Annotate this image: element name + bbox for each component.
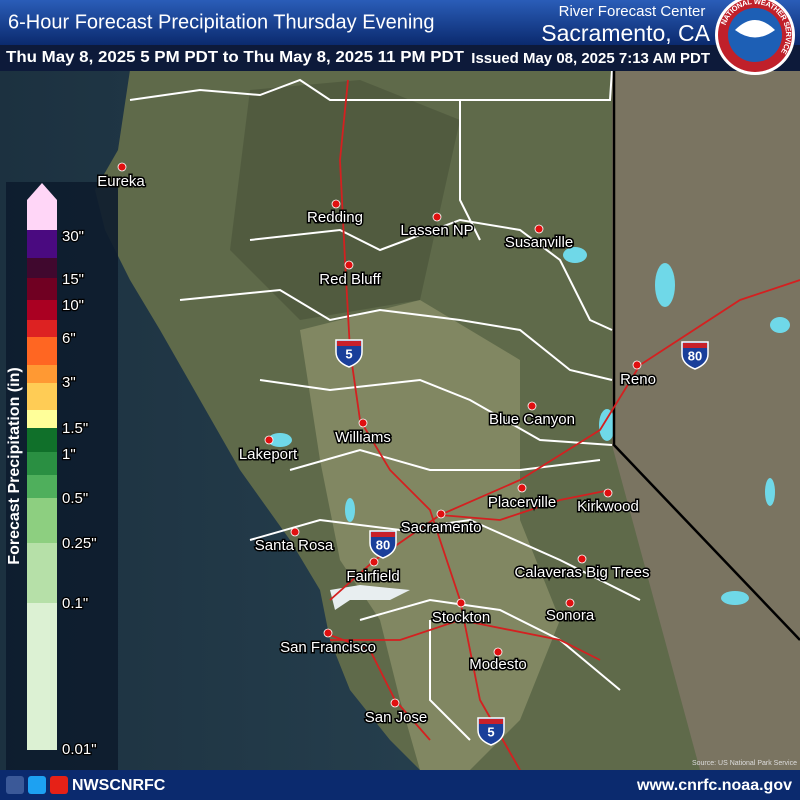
legend-label: 1.5"	[62, 420, 88, 437]
city-dot	[290, 527, 300, 537]
city-dot	[577, 554, 587, 564]
legend-band	[27, 410, 57, 428]
legend: Forecast Precipitation (in) 0.01" 0.1" 0.2…	[6, 182, 118, 770]
city-label: Kirkwood	[577, 498, 639, 515]
interstate-number: 5	[487, 724, 494, 739]
city-label: Sonora	[546, 607, 595, 624]
legend-label: 6"	[62, 330, 76, 347]
city-label: Redding	[307, 209, 363, 226]
issued: Issued May 08, 2025 7:13 AM PDT	[471, 50, 710, 67]
legend-label: 0.5"	[62, 490, 88, 507]
city-dot	[493, 647, 503, 657]
legend-band	[27, 498, 57, 543]
city-dot	[432, 212, 442, 222]
city-label: Lakeport	[239, 446, 298, 463]
city-dot	[534, 224, 544, 234]
legend-band	[27, 365, 57, 383]
city-label: Sacramento	[401, 519, 482, 536]
youtube-icon[interactable]	[50, 776, 68, 794]
shield-top	[337, 341, 361, 346]
center-location: Sacramento, CA	[541, 20, 710, 46]
twitter-icon[interactable]	[28, 776, 46, 794]
center-name: River Forecast Center	[559, 3, 706, 20]
legend-label: 10"	[62, 297, 84, 314]
legend-label: 0.01"	[62, 741, 97, 758]
city-dot	[369, 557, 379, 567]
legend-band	[27, 452, 57, 475]
website[interactable]: www.cnrfc.noaa.gov	[636, 777, 792, 794]
valid-period: Thu May 8, 2025 5 PM PDT to Thu May 8, 2…	[6, 49, 464, 66]
shield-top	[683, 343, 707, 348]
legend-title: Forecast Precipitation (in)	[6, 367, 23, 564]
source: Source: US National Park Service	[692, 760, 797, 767]
city-label: San Jose	[365, 709, 428, 726]
legend-label: 0.25"	[62, 535, 97, 552]
city-label: Eureka	[97, 173, 145, 190]
city-dot	[390, 698, 400, 708]
city-dot	[436, 509, 446, 519]
facebook-icon[interactable]	[6, 776, 24, 794]
city-dot	[358, 418, 368, 428]
city-dot	[117, 162, 127, 172]
city-dot	[603, 488, 613, 498]
interstate-shield	[335, 339, 363, 368]
city-dot	[456, 598, 466, 608]
cities: Eureka Redding Lassen NP Susanville Red Bluf…	[96, 162, 709, 746]
city-label: Placerville	[488, 494, 556, 511]
interstate-shield	[681, 341, 709, 370]
legend-label: 1"	[62, 446, 76, 463]
city-dot	[344, 260, 354, 270]
legend-band	[27, 428, 57, 452]
city-dot	[632, 360, 642, 370]
legend-band	[27, 300, 57, 320]
shield-top	[479, 719, 503, 724]
interstate-number: 80	[376, 537, 390, 552]
issued-bg	[464, 45, 714, 71]
city-label: Modesto	[469, 656, 527, 673]
city-label: Stockton	[432, 609, 490, 626]
legend-label: 0.1"	[62, 595, 88, 612]
legend-label: 3"	[62, 374, 76, 391]
interstate-shield	[477, 717, 505, 746]
interstate-number: 80	[688, 348, 702, 363]
city-dot	[527, 401, 537, 411]
city-label: Lassen NP	[400, 222, 473, 239]
city-label: Fairfield	[346, 568, 399, 585]
city-dot	[331, 199, 341, 209]
city-label: Santa Rosa	[255, 537, 334, 554]
city-label: Susanville	[505, 234, 573, 251]
city-dot	[323, 628, 333, 638]
city-label: San Francisco	[280, 639, 376, 656]
footer-bar	[0, 770, 800, 800]
legend-label: 15"	[62, 271, 84, 288]
city-label: Calaveras Big Trees	[514, 564, 649, 581]
interstate-shield	[369, 530, 397, 559]
city-label: Blue Canyon	[489, 411, 575, 428]
social-handle[interactable]: NWSCNRFC	[72, 777, 166, 794]
header-bar	[0, 0, 800, 45]
legend-band	[27, 230, 57, 258]
legend-band	[27, 543, 57, 603]
city-label: Williams	[335, 429, 391, 446]
legend-band	[27, 337, 57, 365]
legend-band	[27, 475, 57, 498]
legend-label: 30"	[62, 228, 84, 245]
interstate-number: 5	[345, 346, 352, 361]
legend-band	[27, 383, 57, 410]
legend-band	[27, 200, 57, 230]
nws-logo: NATIONAL WEATHER SERVICE	[715, 0, 795, 75]
legend-band	[27, 258, 57, 278]
city-label: Reno	[620, 371, 656, 388]
city-label: Red Bluff	[319, 271, 381, 288]
city-dot	[517, 483, 527, 493]
title: 6-Hour Forecast Precipitation Thursday E…	[8, 11, 435, 33]
legend-band	[27, 603, 57, 750]
legend-band	[27, 320, 57, 337]
legend-band	[27, 278, 57, 300]
shield-top	[371, 532, 395, 537]
city-dot	[565, 598, 575, 608]
city-dot	[264, 435, 274, 445]
